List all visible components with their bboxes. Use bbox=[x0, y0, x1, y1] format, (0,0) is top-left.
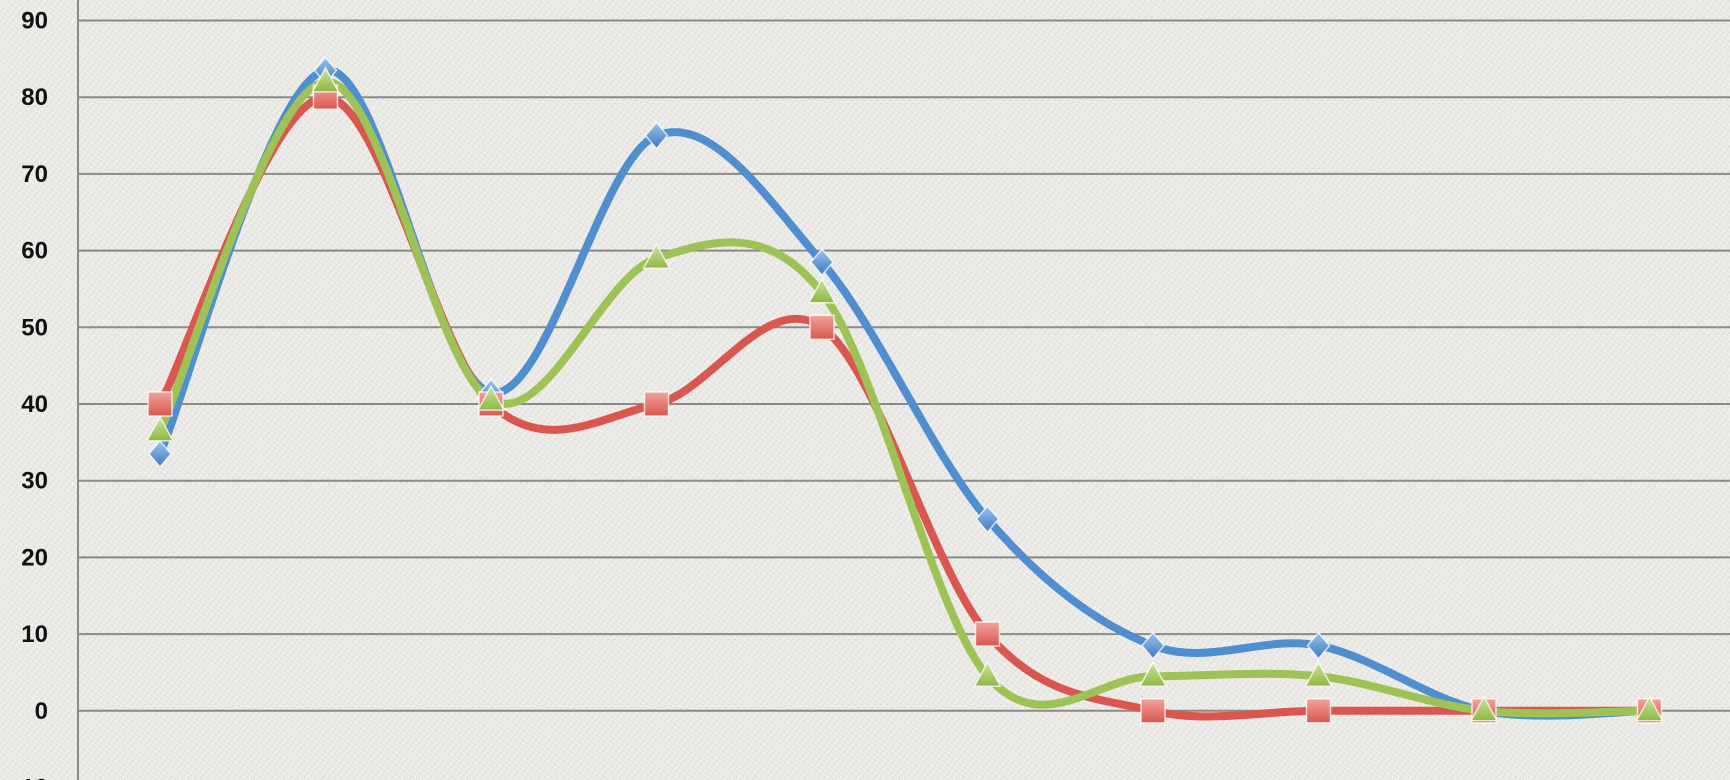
data-point-triangle bbox=[145, 415, 175, 442]
data-point-square bbox=[1140, 698, 1166, 724]
data-point-triangle bbox=[311, 66, 340, 93]
data-point-diamond bbox=[644, 121, 669, 150]
data-point-square bbox=[643, 391, 670, 417]
y-tick-label: 90 bbox=[21, 8, 48, 35]
y-tick-label: 0 bbox=[35, 698, 48, 725]
data-point-diamond bbox=[1141, 631, 1165, 660]
y-tick-label: -10 bbox=[13, 775, 48, 780]
series-lines bbox=[156, 66, 1654, 721]
data-point-triangle bbox=[642, 242, 671, 270]
data-point-square bbox=[147, 391, 173, 417]
data-point-square bbox=[1305, 698, 1332, 724]
data-point-triangle bbox=[807, 277, 837, 304]
y-tick-label: 60 bbox=[21, 238, 48, 265]
y-axis-tick-labels: -10 0 10 20 30 40 50 60 70 80 90 bbox=[13, 8, 48, 780]
data-point-square bbox=[809, 314, 835, 341]
y-tick-label: 10 bbox=[21, 621, 48, 648]
data-point-diamond bbox=[148, 439, 172, 469]
series-markers bbox=[145, 56, 1664, 725]
y-tick-label: 30 bbox=[21, 468, 48, 495]
data-point-triangle bbox=[1635, 695, 1664, 722]
data-point-diamond bbox=[810, 247, 834, 277]
y-tick-label: 40 bbox=[21, 391, 48, 418]
data-point-diamond bbox=[1306, 631, 1331, 660]
y-tick-label: 50 bbox=[21, 314, 48, 341]
data-point-triangle bbox=[973, 660, 1002, 688]
data-point-triangle bbox=[1138, 660, 1168, 688]
data-point-diamond bbox=[975, 504, 1000, 534]
y-tick-label: 20 bbox=[21, 544, 48, 571]
y-tick-label: 80 bbox=[21, 84, 48, 111]
data-point-triangle bbox=[1304, 660, 1333, 688]
series-line-triangle bbox=[156, 77, 1654, 718]
data-point-square bbox=[974, 621, 1001, 647]
series-line-square bbox=[156, 93, 1654, 721]
data-point-triangle bbox=[476, 384, 506, 411]
gridlines bbox=[78, 19, 1730, 712]
y-tick-label: 70 bbox=[21, 161, 48, 188]
data-point-triangle bbox=[1469, 695, 1499, 722]
